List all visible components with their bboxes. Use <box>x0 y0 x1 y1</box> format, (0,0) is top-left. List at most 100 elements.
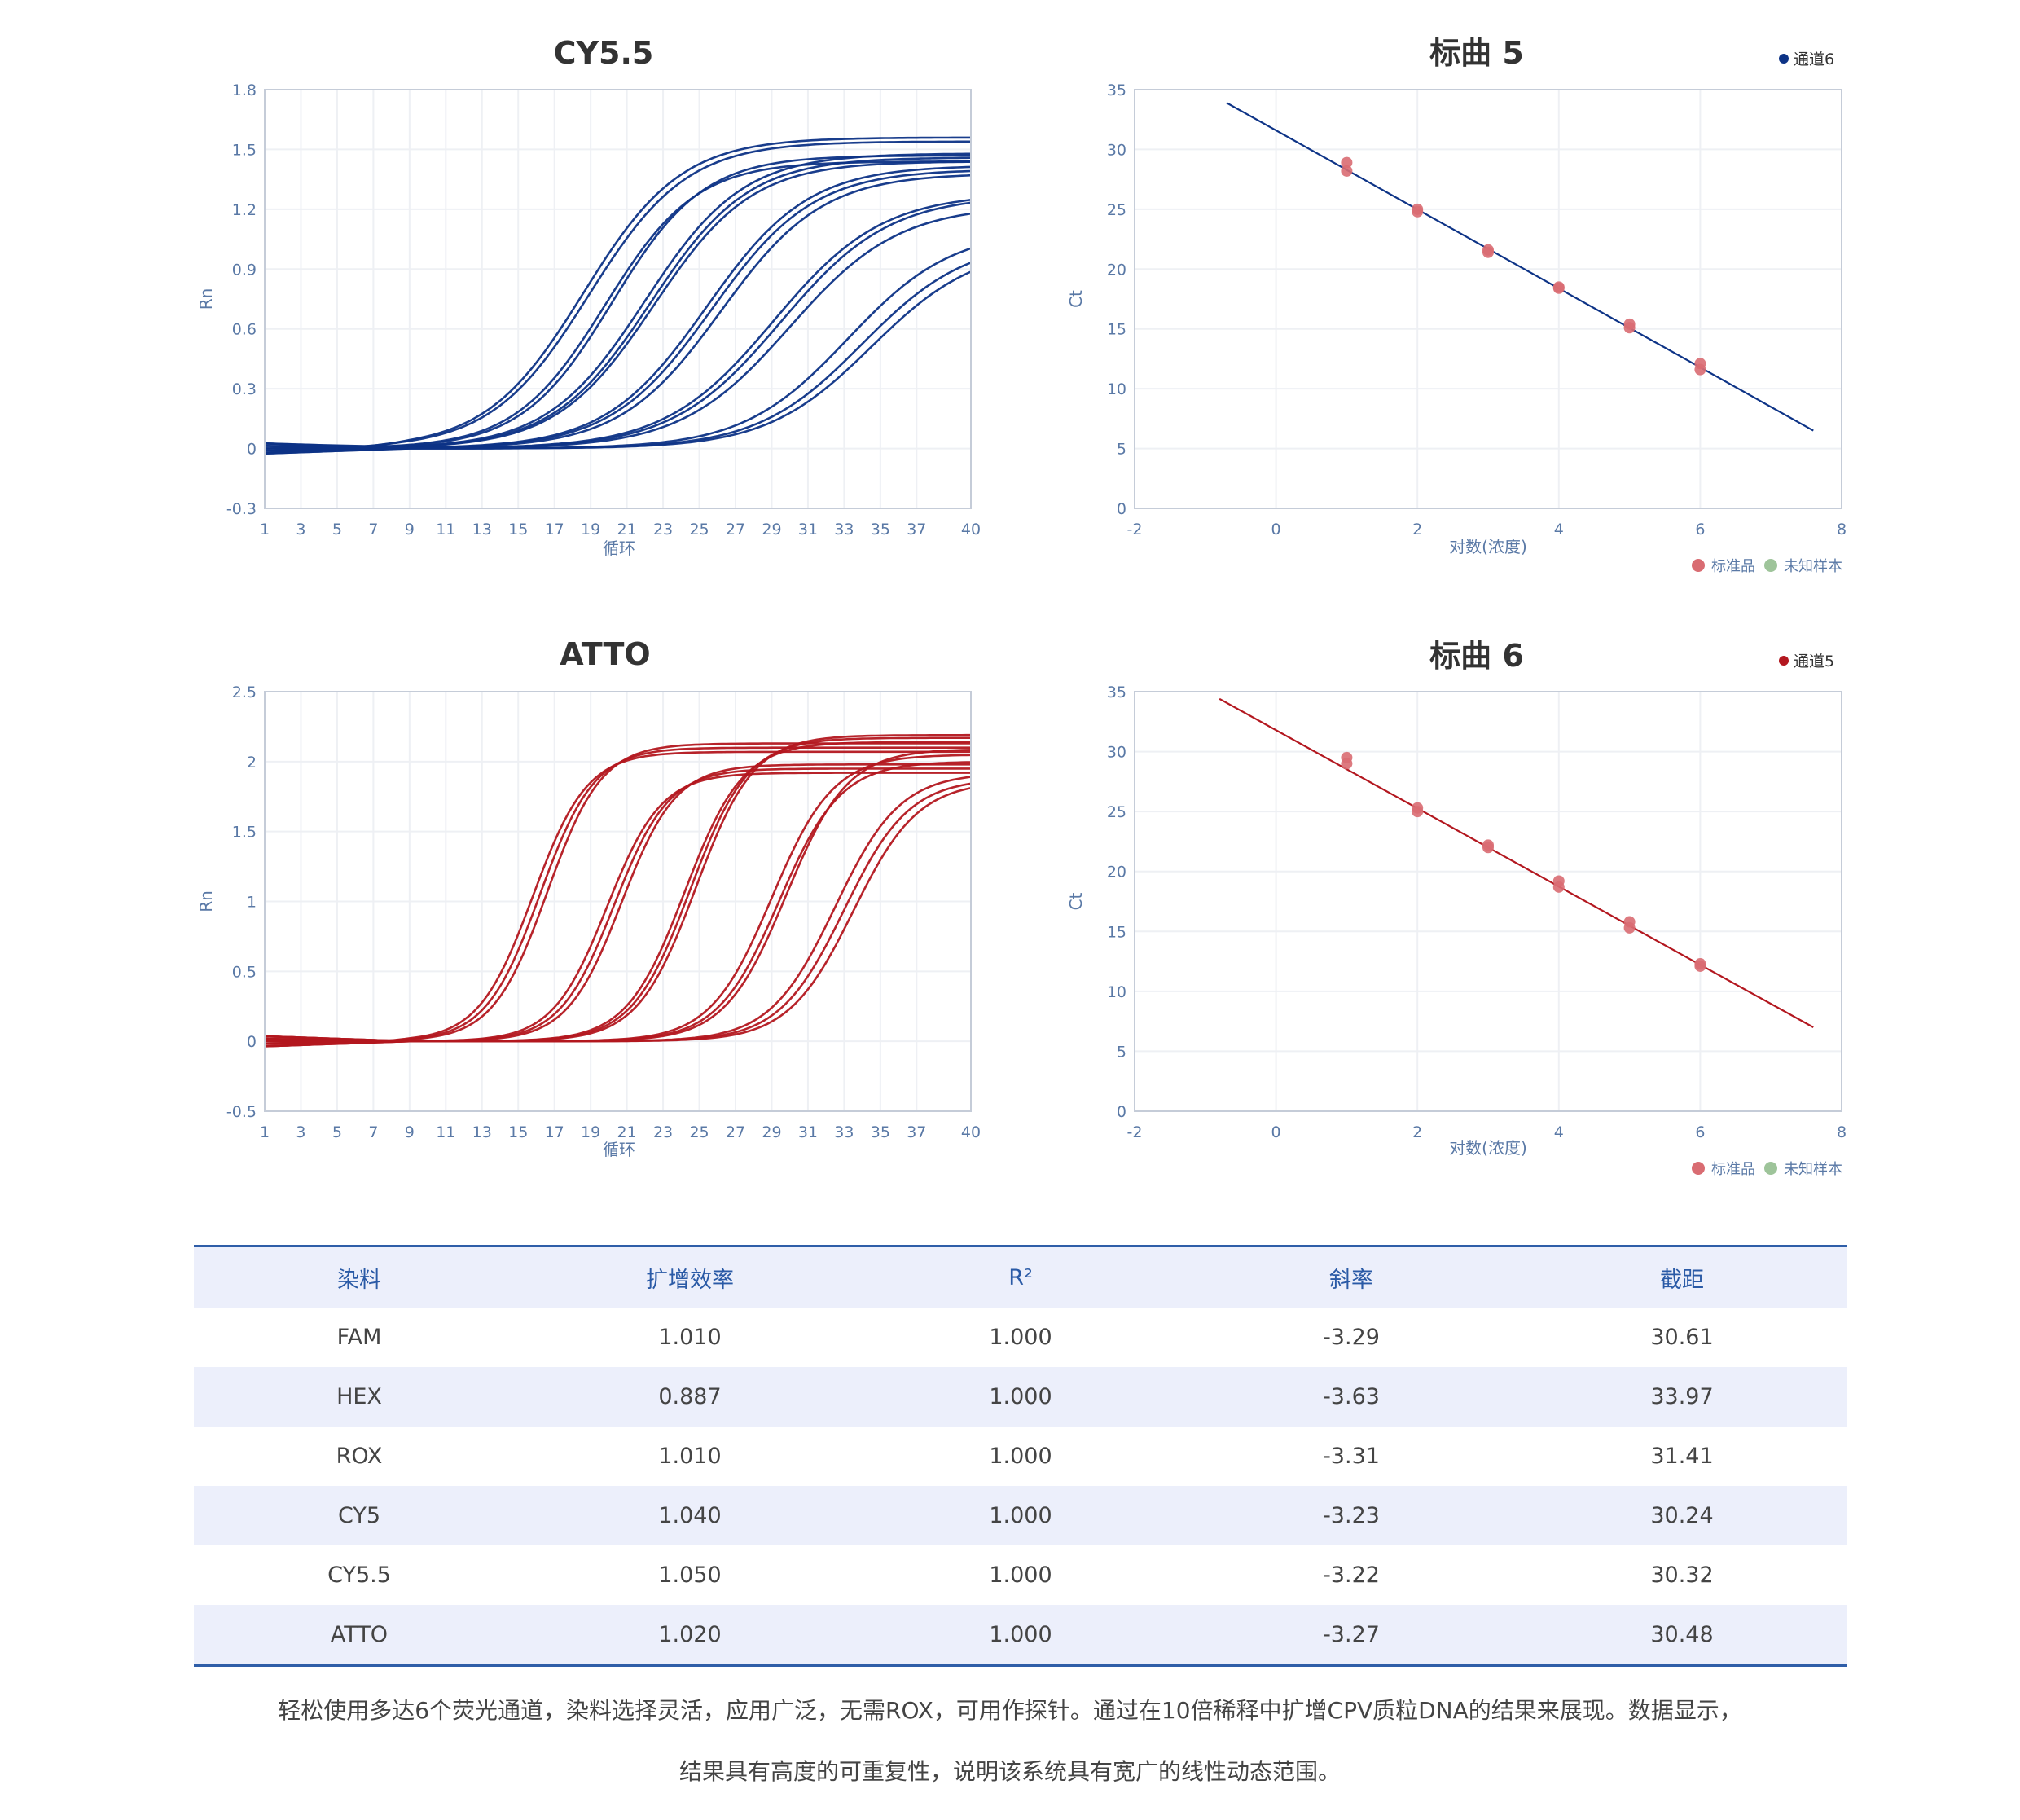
y-tick-label: 10 <box>1107 983 1126 1001</box>
x-tick-label: 23 <box>653 521 673 539</box>
cell-intercept: 30.61 <box>1650 1325 1714 1350</box>
x-tick-label: 15 <box>508 521 528 539</box>
x-tick-label: 2 <box>1412 521 1422 539</box>
x-tick-label: 5 <box>332 521 342 539</box>
cell-slope: -3.31 <box>1323 1444 1380 1469</box>
legend-label-standard: 标准品 <box>1711 558 1755 575</box>
x-tick-label: 6 <box>1695 1123 1705 1141</box>
x-tick-label: 2 <box>1412 1123 1422 1141</box>
legend-label-unknown: 未知样本 <box>1784 1161 1842 1178</box>
x-tick-label: 7 <box>368 521 378 539</box>
header-efficiency: 扩增效率 <box>525 1246 855 1308</box>
x-tick-label: -2 <box>1127 1123 1143 1141</box>
x-tick-label: 25 <box>689 521 709 539</box>
x-tick-label: 6 <box>1695 521 1705 539</box>
x-tick-label: 27 <box>726 1123 745 1141</box>
y-tick-label: 10 <box>1107 380 1126 398</box>
y-tick-label: 1.5 <box>232 824 257 842</box>
fit-line <box>1226 102 1814 432</box>
chart-title: CY5.5 <box>554 35 654 71</box>
x-tick-label: 27 <box>726 521 745 539</box>
x-tick-label: 4 <box>1554 1123 1564 1141</box>
x-tick-label: 21 <box>617 521 637 539</box>
cell-slope: -3.22 <box>1323 1563 1380 1588</box>
table-row: CY5.5 1.050 1.000 -3.22 30.32 <box>194 1545 1847 1605</box>
cell-efficiency: 1.010 <box>658 1325 722 1350</box>
table-row: FAM 1.010 1.000 -3.29 30.61 <box>194 1308 1847 1367</box>
amplification-curve <box>265 270 971 455</box>
y-tick-label: 0 <box>247 1033 257 1051</box>
x-tick-label: 11 <box>436 1123 455 1141</box>
y-tick-label: 5 <box>1117 441 1126 459</box>
y-axis-label: Ct <box>1066 892 1086 910</box>
x-tick-label: 1 <box>260 521 270 539</box>
cell-efficiency: 1.010 <box>658 1444 722 1469</box>
standard-point <box>1552 881 1565 893</box>
table-header-row: 染料 扩增效率 R² 斜率 截距 <box>194 1246 1847 1308</box>
y-tick-label: 1.2 <box>232 201 257 219</box>
cell-dye: ATTO <box>194 1605 525 1666</box>
cell-r2: 1.000 <box>989 1563 1052 1588</box>
plot-frame <box>264 89 972 509</box>
x-tick-label: 21 <box>617 1123 637 1141</box>
plot-area <box>1135 90 1842 508</box>
x-tick-label: 29 <box>762 521 781 539</box>
header-dye: 染料 <box>194 1246 525 1308</box>
standard-point <box>1412 205 1424 218</box>
cell-dye: ROX <box>336 1444 383 1469</box>
plot-area <box>1135 692 1842 1111</box>
standard-point <box>1482 246 1494 258</box>
y-tick-label: 35 <box>1107 684 1126 701</box>
cell-r2: 1.000 <box>989 1444 1052 1469</box>
x-tick-label: 25 <box>689 1123 709 1141</box>
x-tick-label: 17 <box>545 521 564 539</box>
y-tick-label: 0.6 <box>232 321 257 339</box>
x-tick-label: 31 <box>798 521 818 539</box>
x-tick-label: 37 <box>907 521 926 539</box>
x-tick-label: 3 <box>296 521 305 539</box>
standard-point <box>1412 806 1424 818</box>
x-tick-label: 1 <box>260 1123 270 1141</box>
y-tick-label: 0.3 <box>232 380 257 398</box>
x-axis-label: 对数(浓度) <box>1449 1138 1527 1158</box>
table-row: HEX 0.887 1.000 -3.63 33.97 <box>194 1367 1847 1427</box>
legend-marker-unknown <box>1764 1162 1777 1175</box>
x-axis-label: 循环 <box>603 1140 635 1159</box>
y-tick-label: 15 <box>1107 923 1126 941</box>
x-tick-label: 9 <box>405 521 415 539</box>
header-slope: 斜率 <box>1186 1246 1517 1308</box>
cell-r2: 1.000 <box>989 1325 1052 1350</box>
y-tick-label: 0.5 <box>232 963 257 981</box>
x-tick-label: 40 <box>961 521 981 539</box>
y-tick-label: 0 <box>1117 1103 1126 1121</box>
x-tick-label: 11 <box>436 521 455 539</box>
cell-efficiency: 1.050 <box>658 1563 722 1588</box>
y-tick-label: 15 <box>1107 321 1126 339</box>
x-tick-label: 9 <box>405 1123 415 1141</box>
x-tick-label: 13 <box>472 521 492 539</box>
x-tick-label: 35 <box>871 521 890 539</box>
x-axis-label: 对数(浓度) <box>1449 537 1527 556</box>
y-tick-label: 20 <box>1107 864 1126 881</box>
chart-title: 标曲 6 <box>1429 638 1524 674</box>
y-tick-label: 1.5 <box>232 141 257 159</box>
cell-r2: 1.000 <box>855 1367 1186 1427</box>
x-tick-label: 5 <box>332 1123 342 1141</box>
legend-marker-standard <box>1692 559 1705 572</box>
header-r2: R² <box>855 1246 1186 1308</box>
legend-marker-unknown <box>1764 559 1777 572</box>
x-tick-label: 0 <box>1271 1123 1281 1141</box>
cell-r2: 1.000 <box>855 1486 1186 1545</box>
standard-point <box>1482 842 1494 854</box>
x-axis-label: 循环 <box>603 539 635 558</box>
standard-point <box>1552 282 1565 294</box>
cell-dye: HEX <box>194 1367 525 1427</box>
x-tick-label: 13 <box>472 1123 492 1141</box>
y-tick-label: 1 <box>247 894 257 912</box>
caption-line-2: 结果具有高度的可重复性，说明该系统具有宽广的线性动态范围。 <box>678 1758 1341 1785</box>
legend-marker-standard <box>1692 1162 1705 1175</box>
x-tick-label: 33 <box>834 521 854 539</box>
x-tick-label: 7 <box>368 1123 378 1141</box>
cell-slope: -3.63 <box>1186 1367 1517 1427</box>
y-tick-label: -0.5 <box>226 1103 257 1121</box>
